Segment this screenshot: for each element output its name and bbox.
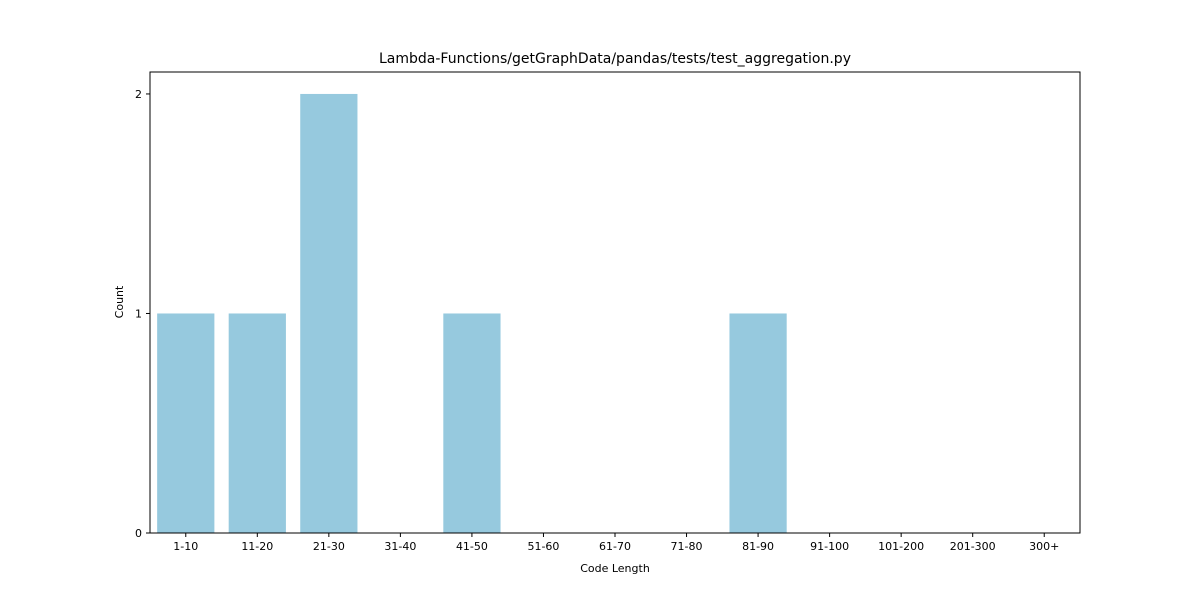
y-axis-label: Count (113, 285, 126, 318)
x-tick-label: 61-70 (599, 540, 631, 553)
bar-41-50 (443, 313, 501, 533)
bar-21-30 (300, 93, 358, 533)
x-tick-label: 51-60 (527, 540, 559, 553)
x-tick-label: 81-90 (742, 540, 774, 553)
x-tick-label: 31-40 (384, 540, 416, 553)
x-tick-label: 21-30 (313, 540, 345, 553)
y-tick-label: 0 (135, 527, 142, 540)
y-tick-label: 1 (135, 307, 142, 320)
x-tick-label: 41-50 (456, 540, 488, 553)
x-tick-label: 1-10 (173, 540, 198, 553)
x-axis: 1-10 11-20 21-30 31-40 41-50 51-60 61-70 71-80 8… (173, 533, 1059, 553)
bar-81-90 (729, 313, 787, 533)
x-tick-label: 91-100 (810, 540, 849, 553)
x-tick-label: 101-200 (878, 540, 924, 553)
plot-frame (149, 71, 1081, 534)
x-tick-label: 300+ (1029, 540, 1059, 553)
bar-1-10 (157, 313, 215, 533)
x-tick-label: 11-20 (241, 540, 273, 553)
x-tick-label: 71-80 (671, 540, 703, 553)
bar-11-20 (228, 313, 286, 533)
bars-layer (157, 93, 787, 533)
chart-title: Lambda-Functions/getGraphData/pandas/tes… (379, 51, 851, 67)
x-axis-label: Code Length (580, 562, 650, 575)
y-axis: 0 1 2 (135, 88, 150, 540)
y-tick-label: 2 (135, 88, 142, 101)
x-tick-label: 201-300 (950, 540, 996, 553)
